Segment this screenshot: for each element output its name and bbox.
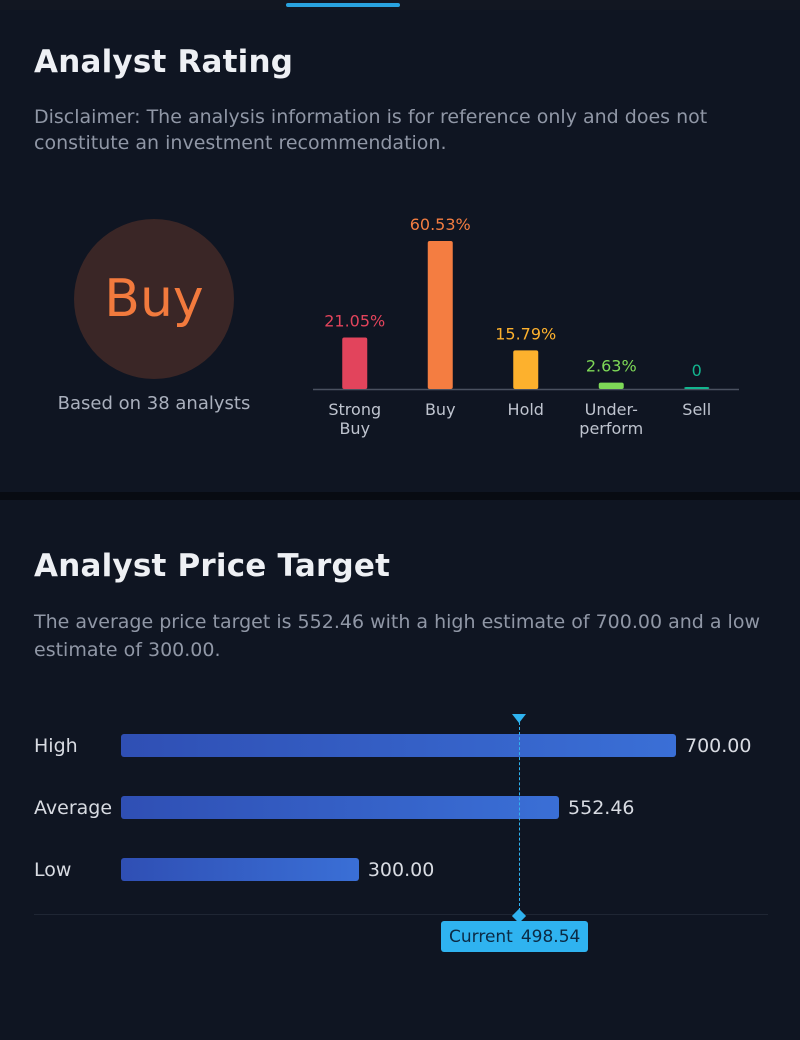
low-target-bar bbox=[121, 858, 359, 881]
active-tab-indicator bbox=[286, 3, 400, 7]
rating-bar-2 bbox=[513, 350, 539, 389]
average-target-value: 552.46 bbox=[568, 797, 635, 819]
rating-bar-3 bbox=[598, 382, 624, 389]
rating-distribution-chart: 21.05% Strong Buy 60.53% Buy 15.79% Hold 2.63% U… bbox=[300, 205, 760, 465]
section-divider bbox=[0, 492, 800, 500]
rating-bar-0 bbox=[342, 337, 368, 389]
average-target-bar bbox=[121, 796, 560, 819]
low-label: Low bbox=[34, 859, 72, 881]
rating-value-label-3: 2.63% bbox=[586, 357, 637, 376]
rating-value-label-2: 15.79% bbox=[495, 324, 556, 343]
current-price-marker-icon bbox=[512, 714, 526, 723]
rating-category-label-3: Under-perform bbox=[579, 400, 643, 438]
consensus-rating: Buy bbox=[104, 269, 204, 329]
high-target-bar bbox=[121, 734, 676, 757]
price-axis-baseline bbox=[34, 914, 768, 915]
current-label: Current bbox=[449, 926, 513, 947]
rating-category-label-2: Hold bbox=[508, 400, 544, 419]
price-target-description: The average price target is 552.46 with … bbox=[34, 611, 760, 661]
analyst-count: Based on 38 analysts bbox=[57, 393, 251, 414]
high-label: High bbox=[34, 735, 78, 757]
rating-value-label-1: 60.53% bbox=[410, 215, 471, 234]
rating-chart-svg: 21.05% Strong Buy 60.53% Buy 15.79% Hold 2.63% U… bbox=[313, 215, 739, 438]
current-price-badge: Current 498.54 bbox=[441, 921, 589, 952]
low-target-value: 300.00 bbox=[367, 859, 435, 881]
price-target-title: Analyst Price Target bbox=[34, 548, 391, 584]
rating-category-label-4: Sell bbox=[682, 400, 711, 419]
current-price-line bbox=[519, 722, 520, 916]
average-label: Average bbox=[34, 797, 113, 819]
rating-bar-1 bbox=[427, 241, 453, 389]
top-tab-bar bbox=[0, 0, 800, 10]
rating-disclaimer: Disclaimer: The analysis information is … bbox=[34, 106, 708, 154]
analyst-rating-card: Analyst Rating Disclaimer: The analysis … bbox=[0, 10, 800, 492]
high-target-value: 700.00 bbox=[685, 735, 752, 757]
rating-bar-4 bbox=[684, 387, 710, 389]
rating-value-label-4: 0 bbox=[692, 361, 702, 380]
rating-category-label-0: Strong Buy bbox=[328, 400, 381, 438]
current-price-value: 498.54 bbox=[520, 926, 581, 947]
analyst-rating-title: Analyst Rating bbox=[34, 44, 294, 80]
consensus-rating-circle: Buy bbox=[74, 219, 234, 379]
rating-category-label-1: Buy bbox=[425, 400, 456, 419]
price-target-card: Analyst Price Target The average price t… bbox=[0, 500, 800, 1040]
rating-value-label-0: 21.05% bbox=[324, 312, 385, 331]
